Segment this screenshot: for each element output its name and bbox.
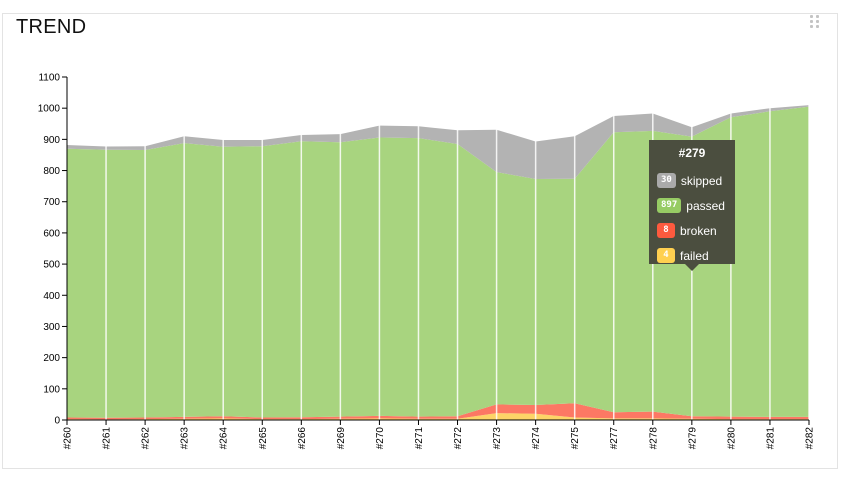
widget-title: TREND <box>16 16 87 38</box>
tooltip-label: broken <box>680 223 717 238</box>
tooltip-badge: 30 <box>657 173 676 188</box>
y-tick-label: 300 <box>43 322 60 333</box>
tooltip-row-passed: 897 passed <box>649 193 735 218</box>
tooltip-row-broken: 8 broken <box>649 218 735 243</box>
y-axis: 0 100 200 300 400 500 600 700 800 900 1000 1100 <box>38 73 68 427</box>
chart-grid <box>105 77 810 420</box>
y-tick-label: 200 <box>43 353 60 364</box>
x-tick-label: #275 <box>570 427 581 450</box>
x-tick-label: #266 <box>297 427 308 450</box>
x-tick-label: #269 <box>336 427 347 450</box>
y-tick-label: 600 <box>43 228 60 239</box>
y-tick-label: 400 <box>43 291 60 302</box>
area-passed[interactable] <box>67 106 809 418</box>
y-tick-label: 900 <box>43 135 60 146</box>
area-skipped[interactable] <box>67 105 809 179</box>
x-tick-label: #271 <box>414 427 425 450</box>
tooltip-row-skipped: 30 skipped <box>649 168 735 193</box>
x-tick-label: #280 <box>726 427 737 450</box>
tooltip-label: failed <box>680 248 709 263</box>
x-tick-label: #281 <box>765 427 776 450</box>
tooltip-badge: 4 <box>657 248 675 263</box>
tooltip-label: passed <box>686 198 725 213</box>
area-failed[interactable] <box>67 413 809 420</box>
x-tick-label: #262 <box>141 427 152 450</box>
y-tick-label: 1100 <box>38 73 60 84</box>
area-broken[interactable] <box>67 403 809 420</box>
chart-areas <box>67 105 809 420</box>
x-tick-label: #282 <box>805 427 816 450</box>
y-tick-label: 500 <box>43 260 60 271</box>
tooltip-badge: 897 <box>657 198 682 213</box>
x-axis: #260 #261 #262 #263 #264 #265 #266 #269 #270 #271… <box>63 419 816 450</box>
chart-tooltip: #279 30 skipped 897 passed 8 broken 4 fa… <box>649 140 735 271</box>
x-tick-label: #272 <box>453 427 464 450</box>
y-tick-label: 0 <box>54 416 60 427</box>
tooltip-badge: 8 <box>657 223 675 238</box>
x-tick-label: #263 <box>180 427 191 450</box>
x-tick-label: #270 <box>375 427 386 450</box>
x-tick-label: #279 <box>687 427 698 450</box>
tooltip-row-failed: 4 failed <box>649 243 735 268</box>
y-tick-label: 700 <box>43 197 60 208</box>
y-tick-label: 1000 <box>38 104 61 115</box>
y-tick-label: 800 <box>43 166 60 177</box>
x-tick-label: #278 <box>648 427 659 450</box>
tooltip-title: #279 <box>678 146 706 160</box>
tooltip-label: skipped <box>680 173 723 188</box>
x-tick-label: #277 <box>609 427 620 450</box>
x-tick-label: #260 <box>63 427 74 450</box>
x-tick-label: #264 <box>219 427 230 450</box>
x-tick-label: #274 <box>531 427 542 450</box>
drag-handle-icon[interactable] <box>810 15 822 29</box>
x-tick-label: #261 <box>102 427 113 450</box>
x-tick-label: #273 <box>492 427 503 450</box>
x-tick-label: #265 <box>258 427 269 450</box>
y-tick-label: 100 <box>43 384 60 395</box>
